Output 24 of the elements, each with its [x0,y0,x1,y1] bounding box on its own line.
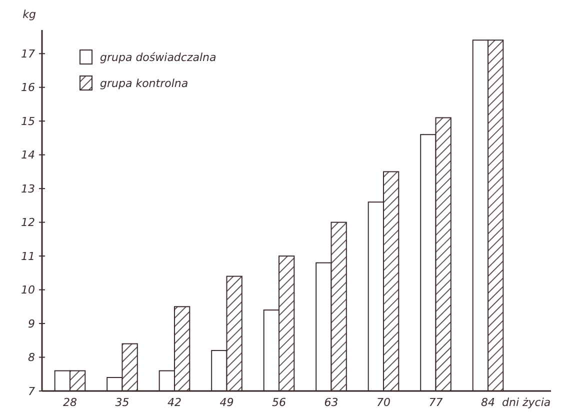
y-tick-label: 8 [28,351,35,364]
x-axis-title: dni życia [502,396,551,409]
y-tick-label: 14 [21,148,35,162]
y-tick-label: 10 [21,284,35,297]
x-tick-label: 70 [376,396,391,409]
y-tick-label: 15 [21,114,35,128]
x-tick-label: 63 [324,396,338,409]
y-tick-label: 9 [28,317,35,330]
x-tick-label: 84 [481,396,496,409]
y-axis-title: kg [22,8,36,21]
legend-label: grupa doświadczalna [100,51,217,64]
x-tick-label: 35 [115,396,130,409]
y-tick-label: 13 [21,182,35,196]
legend-label: grupa kontrolna [100,77,188,90]
x-tick-label: 42 [167,396,182,409]
y-tick-label: 16 [21,81,35,94]
x-tick-label: 77 [428,396,443,409]
y-tick-label: 11 [21,250,35,263]
y-tick-label: 17 [21,47,35,60]
x-tick-label: 56 [272,396,286,409]
y-tick-label: 7 [28,384,35,398]
x-tick-label: 28 [62,396,77,409]
y-tick-label: 12 [21,216,35,230]
x-tick-label: 49 [220,396,234,409]
